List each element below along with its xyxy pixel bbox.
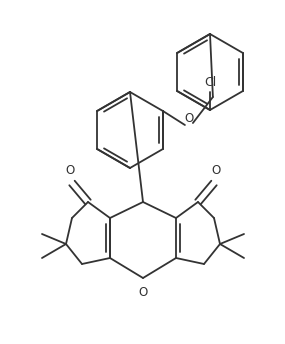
Text: O: O xyxy=(65,164,75,178)
Text: O: O xyxy=(211,164,221,178)
Text: O: O xyxy=(184,112,194,126)
Text: O: O xyxy=(139,286,148,299)
Text: Cl: Cl xyxy=(204,75,216,88)
